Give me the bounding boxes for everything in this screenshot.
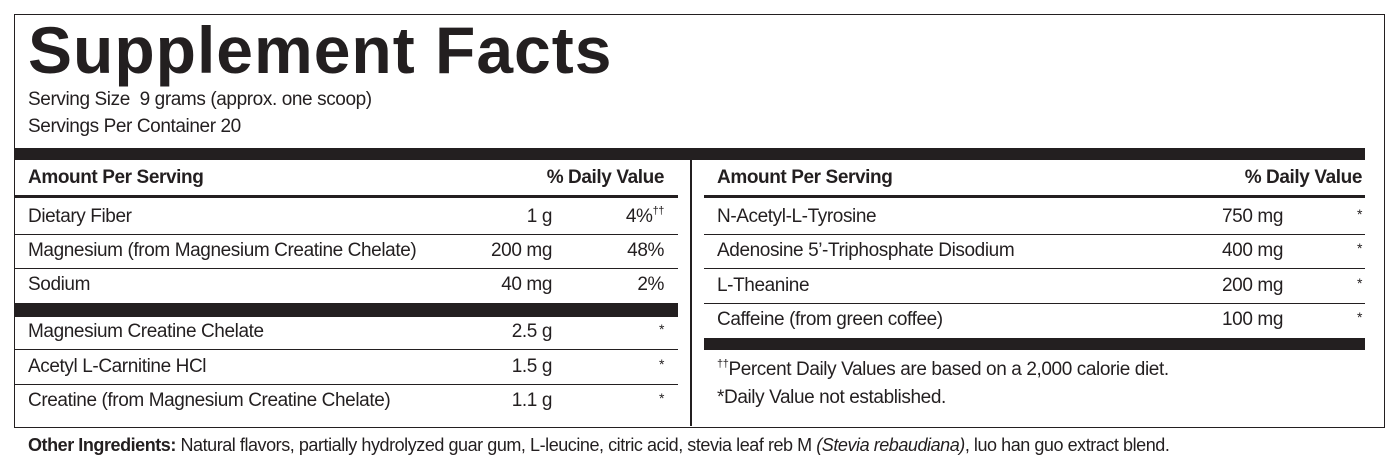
daily-value: * bbox=[658, 390, 664, 406]
header-rule bbox=[14, 195, 678, 198]
nutrient-name: Adenosine 5’-Triphosphate Disodium bbox=[717, 240, 1015, 261]
thick-rule bbox=[14, 303, 678, 317]
nutrient-name: Magnesium Creatine Chelate bbox=[28, 321, 264, 342]
daily-value: * bbox=[1356, 309, 1362, 325]
serving-size: Serving Size 9 grams (approx. one scoop) bbox=[28, 89, 372, 110]
footnote-text: Percent Daily Values are based on a 2,00… bbox=[728, 359, 1169, 380]
nutrient-name: N-Acetyl-L-Tyrosine bbox=[717, 206, 877, 227]
footnote-mark: †† bbox=[717, 358, 729, 370]
footnote: ††Percent Daily Values are based on a 2,… bbox=[717, 359, 1169, 381]
nutrient-name: Sodium bbox=[28, 274, 91, 295]
other-ingredients: Other Ingredients: Natural flavors, part… bbox=[28, 434, 1170, 456]
daily-value: * bbox=[1356, 240, 1362, 256]
column-header: Amount Per Serving bbox=[717, 167, 893, 188]
label-border bbox=[14, 14, 1385, 428]
nutrient-amount: 40 mg bbox=[501, 274, 552, 295]
daily-value: 48% bbox=[627, 240, 664, 261]
daily-value: * bbox=[658, 356, 664, 372]
nutrient-amount: 1.5 g bbox=[511, 356, 553, 377]
daily-value: 4%†† bbox=[625, 205, 665, 228]
thick-rule bbox=[704, 338, 1365, 350]
nutrient-amount: 100 mg bbox=[1222, 309, 1283, 330]
other-ingredients-text: , luo han guo extract blend. bbox=[964, 435, 1170, 455]
other-ingredients-text: Natural flavors, partially hydrolyzed gu… bbox=[175, 435, 817, 455]
column-divider bbox=[690, 160, 692, 426]
row-rule bbox=[14, 268, 678, 269]
other-ingredients-label: Other Ingredients: bbox=[28, 435, 176, 455]
header-rule bbox=[704, 195, 1365, 198]
nutrient-name: Caffeine (from green coffee) bbox=[717, 309, 943, 330]
row-rule bbox=[704, 268, 1365, 269]
nutrient-amount: 400 mg bbox=[1222, 240, 1283, 261]
row-rule bbox=[704, 234, 1365, 235]
column-header: Amount Per Serving bbox=[28, 167, 204, 188]
nutrient-amount: 2.5 g bbox=[511, 321, 553, 342]
nutrient-amount: 1 g bbox=[526, 206, 553, 227]
nutrient-amount: 750 mg bbox=[1222, 206, 1283, 227]
column-header: % Daily Value bbox=[546, 167, 665, 188]
footnote: *Daily Value not established. bbox=[717, 387, 946, 409]
daily-value: * bbox=[1356, 275, 1362, 291]
column-header: % Daily Value bbox=[1244, 167, 1363, 188]
row-rule bbox=[704, 303, 1365, 304]
other-ingredients-italic: (Stevia rebaudiana) bbox=[816, 435, 965, 455]
thick-rule bbox=[14, 148, 1365, 160]
row-rule bbox=[14, 234, 678, 235]
nutrient-name: Magnesium (from Magnesium Creatine Chela… bbox=[28, 240, 417, 261]
footnote-mark: †† bbox=[652, 205, 665, 217]
nutrient-amount: 200 mg bbox=[1222, 275, 1283, 296]
title: Supplement Facts bbox=[28, 13, 613, 87]
nutrient-name: Acetyl L-Carnitine HCl bbox=[28, 356, 207, 377]
daily-value: 2% bbox=[637, 274, 664, 295]
row-rule bbox=[14, 349, 678, 350]
nutrient-amount: 1.1 g bbox=[511, 390, 553, 411]
row-rule bbox=[14, 384, 678, 385]
nutrient-name: Dietary Fiber bbox=[28, 206, 132, 227]
nutrient-name: Creatine (from Magnesium Creatine Chelat… bbox=[28, 390, 391, 411]
daily-value: * bbox=[658, 321, 664, 337]
servings-per-container: Servings Per Container 20 bbox=[28, 116, 241, 137]
nutrient-name: L-Theanine bbox=[717, 275, 810, 296]
footnote-text: *Daily Value not established. bbox=[717, 387, 946, 408]
daily-value: * bbox=[1356, 206, 1362, 222]
nutrient-amount: 200 mg bbox=[491, 240, 552, 261]
